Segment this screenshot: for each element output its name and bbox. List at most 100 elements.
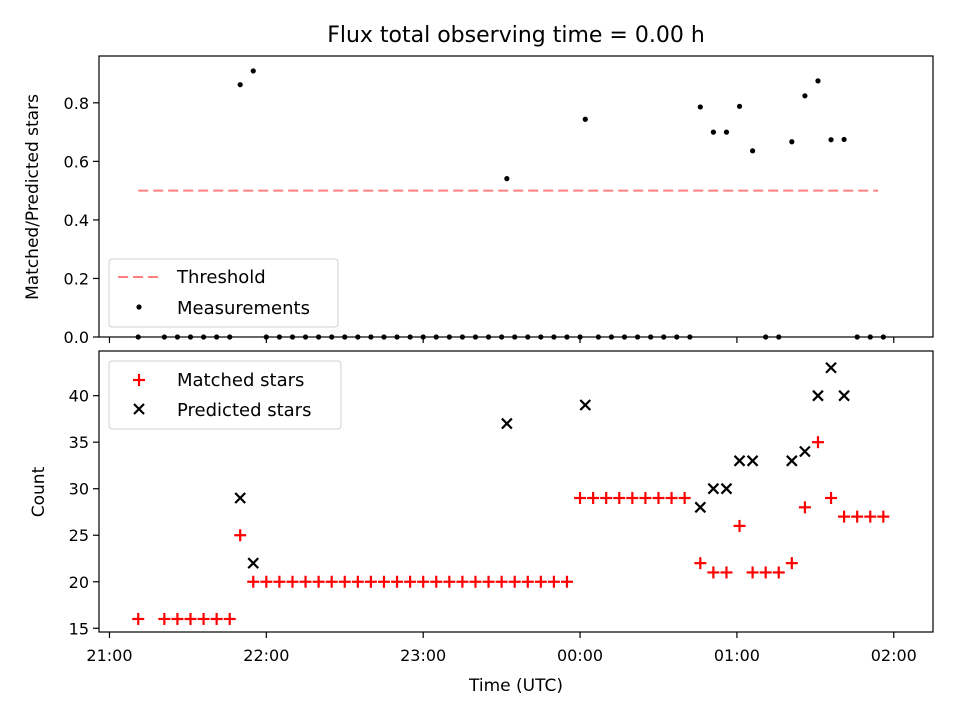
legend-predicted-swatch	[133, 403, 145, 415]
matched-star-point	[521, 575, 534, 588]
predicted-stars-points	[234, 361, 850, 569]
top-legend-box	[108, 258, 339, 328]
matched-star-point	[759, 566, 772, 579]
matched-star-point	[158, 612, 171, 625]
matched-star-point	[338, 575, 351, 588]
top-y-tick-label: 0.8	[64, 94, 89, 113]
matched-star-point	[430, 575, 443, 588]
matched-star-point	[772, 566, 785, 579]
bottom-y-tick-label: 30	[69, 480, 89, 499]
x-tick-label: 01:00	[714, 646, 760, 665]
measurement-point	[723, 129, 730, 135]
matched-star-point	[184, 612, 197, 625]
x-tick-label: 21:00	[86, 646, 132, 665]
top-y-axis: 0.0 0.2 0.4 0.6 0.8	[64, 94, 99, 347]
matched-star-point	[720, 566, 733, 579]
top-y-axis-label: Matched/Predicted stars	[23, 94, 43, 300]
matched-star-point	[707, 566, 720, 579]
matched-star-point	[547, 575, 560, 588]
matched-star-point	[223, 612, 236, 625]
matched-star-point	[364, 575, 377, 588]
legend-matched-label: Matched stars	[177, 370, 304, 391]
matched-star-point	[733, 519, 746, 532]
matched-star-point	[574, 492, 587, 505]
matched-star-point	[665, 492, 678, 505]
bottom-y-tick-label: 25	[69, 526, 89, 545]
matched-star-point	[811, 436, 824, 449]
x-tick-label: 00:00	[557, 646, 603, 665]
matched-star-point	[785, 557, 798, 570]
predicted-star-point	[720, 482, 733, 495]
matched-star-point	[443, 575, 456, 588]
measurement-point	[815, 78, 821, 84]
top-plot-frame	[98, 55, 934, 338]
x-tick-label: 22:00	[243, 646, 289, 665]
bottom-y-tick-label: 20	[69, 573, 89, 592]
matched-star-point	[247, 575, 260, 588]
matched-star-point	[404, 575, 417, 588]
matched-star-point	[864, 510, 877, 523]
matched-stars-points	[132, 436, 890, 625]
chart-title: Flux total observing time = 0.00 h	[327, 23, 705, 48]
matched-star-point	[197, 612, 210, 625]
measurement-point	[582, 116, 588, 122]
legend-measurements-label: Measurements	[177, 298, 310, 319]
top-y-tick-label: 0.2	[64, 269, 89, 288]
matched-star-point	[417, 575, 430, 588]
bottom-y-tick-label: 15	[69, 619, 89, 638]
measurement-point	[710, 129, 716, 135]
bottom-legend: Matched stars Predicted stars	[108, 360, 342, 430]
matched-star-point	[600, 492, 613, 505]
predicted-star-point	[838, 389, 850, 402]
measurement-point	[789, 139, 795, 145]
matched-star-point	[652, 492, 665, 505]
measurement-point	[504, 176, 510, 182]
matched-star-point	[626, 492, 639, 505]
measurement-point	[841, 136, 847, 143]
measurement-point	[828, 137, 834, 143]
measurement-point	[802, 93, 808, 99]
matched-star-point	[639, 492, 652, 505]
bottom-y-axis: 15 20 25 30 35 40	[69, 387, 99, 638]
legend-predicted-label: Predicted stars	[177, 400, 311, 421]
predicted-star-point	[746, 455, 759, 467]
predicted-star-point	[247, 557, 260, 569]
predicted-star-point	[825, 361, 837, 374]
matched-star-point	[210, 612, 223, 625]
top-y-tick-label: 0.0	[64, 328, 89, 347]
matched-star-point	[877, 510, 890, 523]
matched-star-point	[132, 612, 145, 625]
x-tick-label: 02:00	[871, 646, 917, 665]
matched-star-point	[299, 575, 312, 588]
matched-star-point	[260, 575, 273, 588]
matched-star-point	[508, 575, 521, 588]
bottom-x-axis: 21:00 22:00 23:00 00:00 01:00 02:00	[86, 632, 917, 665]
bottom-y-axis-label: Count	[29, 466, 49, 517]
legend-measurements-swatch	[136, 304, 142, 310]
measurement-point	[736, 103, 743, 109]
matched-star-point	[456, 575, 469, 588]
matched-star-point	[469, 575, 482, 588]
top-panel: 0.00.20.40.60.8 Matched/Predicted stars …	[23, 55, 934, 347]
x-tick-label: 23:00	[400, 646, 446, 665]
matched-star-point	[171, 612, 184, 625]
matched-star-point	[746, 566, 759, 579]
matched-star-point	[587, 492, 600, 505]
top-y-tick-label: 0.6	[64, 152, 89, 171]
matched-star-point	[273, 575, 286, 588]
legend-matched-swatch	[133, 374, 145, 386]
matched-star-point	[560, 575, 573, 588]
matched-star-point	[377, 575, 390, 588]
predicted-star-point	[707, 482, 720, 495]
matched-star-point	[495, 575, 508, 588]
predicted-star-point	[501, 417, 513, 430]
top-y-tick-label: 0.4	[64, 211, 89, 230]
top-legend: Threshold Measurements	[108, 258, 339, 328]
predicted-star-point	[234, 492, 246, 504]
predicted-star-point	[733, 455, 746, 467]
matched-star-point	[286, 575, 299, 588]
predicted-star-point	[786, 455, 798, 467]
predicted-star-point	[799, 445, 811, 458]
bottom-panel: 15 20 25 30 35 40 21:00 22:00 23:00 00:00 01:00 02…	[29, 350, 934, 696]
bottom-y-tick-label: 35	[69, 433, 89, 452]
